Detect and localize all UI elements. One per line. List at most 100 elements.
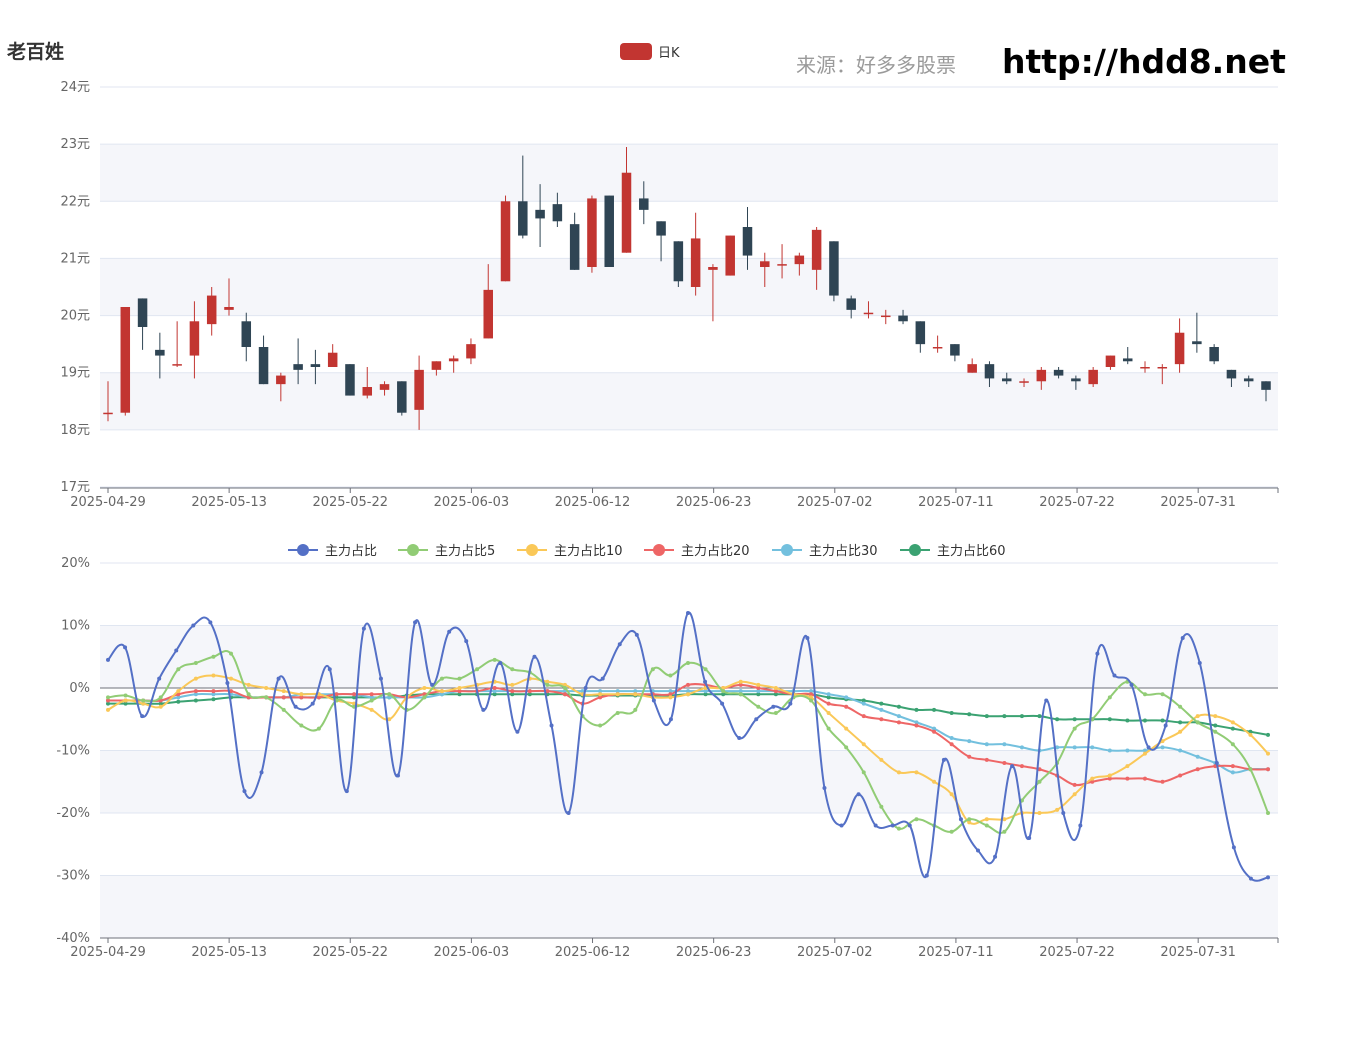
candle-body — [1088, 369, 1098, 385]
top-band — [100, 372, 1278, 430]
candle — [915, 321, 926, 353]
legend-item[interactable]: 主力占比10 — [517, 544, 623, 559]
candle — [535, 184, 545, 247]
candle-body — [345, 364, 355, 396]
series-point — [703, 692, 708, 697]
legend-dot — [781, 544, 793, 556]
series-point — [1107, 748, 1112, 753]
series-point — [967, 739, 972, 744]
candle-body — [276, 375, 286, 385]
series-point — [826, 692, 831, 697]
candle-body — [863, 312, 874, 315]
series-point — [873, 823, 878, 828]
series-point — [580, 689, 585, 694]
series-point — [1230, 764, 1235, 769]
series-point — [932, 779, 937, 784]
bottom-x-tick-label: 2025-07-31 — [1160, 945, 1236, 960]
legend-item[interactable]: 主力占比60 — [900, 544, 1006, 559]
candle-body — [1243, 378, 1254, 382]
bottom-y-tick-label: 10% — [61, 619, 90, 634]
series-point — [281, 689, 286, 694]
series-point — [293, 704, 298, 709]
candle-body — [448, 358, 459, 362]
bottom-y-tick-label: -40% — [56, 931, 90, 946]
series-point — [1010, 764, 1015, 769]
candle — [1071, 375, 1081, 390]
source-url[interactable]: http://hdd8.net — [1002, 42, 1286, 81]
candles — [103, 147, 1271, 430]
series-point — [1072, 745, 1077, 750]
series-point — [1160, 739, 1165, 744]
candle-body — [1192, 341, 1202, 345]
series-point — [1095, 651, 1100, 656]
series-line — [106, 673, 1270, 825]
series-point — [879, 757, 884, 762]
candle-body — [777, 264, 787, 266]
candle-legend-label[interactable]: 日K — [658, 46, 680, 61]
series-point — [1072, 782, 1077, 787]
series-point — [668, 692, 673, 697]
series-point — [492, 689, 497, 694]
series-point — [211, 673, 216, 678]
series-point — [299, 695, 304, 700]
series-point — [369, 692, 374, 697]
series-point — [788, 701, 793, 706]
candle — [742, 207, 753, 270]
candle-legend-icon[interactable] — [620, 43, 652, 60]
series-point — [1090, 745, 1095, 750]
series-point — [1142, 718, 1147, 723]
series-point — [756, 704, 761, 709]
series-point — [1266, 751, 1270, 756]
series-point — [1125, 764, 1130, 769]
series-point — [439, 692, 444, 697]
legend-item[interactable]: 主力占比 — [288, 544, 377, 559]
series-point — [532, 654, 537, 659]
series-point — [1002, 829, 1007, 834]
series-point — [106, 701, 110, 706]
series-point — [123, 698, 128, 703]
candle-body — [742, 227, 753, 256]
series-point — [598, 695, 603, 700]
series-point — [1160, 692, 1165, 697]
series-point — [510, 692, 515, 697]
series-point — [430, 682, 435, 687]
series-point — [1072, 792, 1077, 797]
series-point — [914, 723, 919, 728]
series-point — [191, 623, 196, 628]
legend-item[interactable]: 主力占比20 — [644, 544, 750, 559]
bottom-x-tick-label: 2025-05-13 — [191, 945, 267, 960]
legend-item[interactable]: 主力占比30 — [772, 544, 878, 559]
top-x-axis: 2025-04-29 2025-05-13 2025-05-22 2025-06-03… — [70, 487, 1279, 510]
candle — [846, 295, 856, 319]
series-point — [229, 676, 234, 681]
series-point — [515, 729, 520, 734]
series-point — [327, 667, 332, 672]
series-point — [545, 689, 550, 694]
candle — [569, 212, 580, 270]
series-point — [457, 686, 462, 690]
series-point — [967, 754, 972, 759]
series-point — [562, 682, 567, 687]
series-point — [481, 707, 486, 712]
candle-body — [397, 381, 407, 413]
legend-item[interactable]: 主力占比5 — [398, 544, 495, 559]
candle-body — [829, 241, 839, 296]
series-point — [879, 701, 884, 706]
series-point — [879, 804, 884, 809]
candle — [932, 335, 943, 353]
series-point — [475, 667, 480, 672]
candle-body — [327, 352, 338, 367]
top-x-tick-label: 2025-07-22 — [1039, 495, 1115, 510]
series-point — [174, 648, 179, 653]
series-point — [1037, 811, 1042, 815]
candle-body — [1261, 381, 1271, 390]
top-x-tick-label: 2025-06-03 — [434, 495, 510, 510]
series-point — [896, 770, 901, 775]
candle — [950, 344, 960, 362]
bottom-band — [100, 750, 1278, 813]
candle — [155, 332, 165, 379]
series-point — [396, 773, 400, 778]
series-point — [1195, 720, 1200, 725]
candle — [103, 381, 113, 422]
candle — [327, 344, 338, 367]
